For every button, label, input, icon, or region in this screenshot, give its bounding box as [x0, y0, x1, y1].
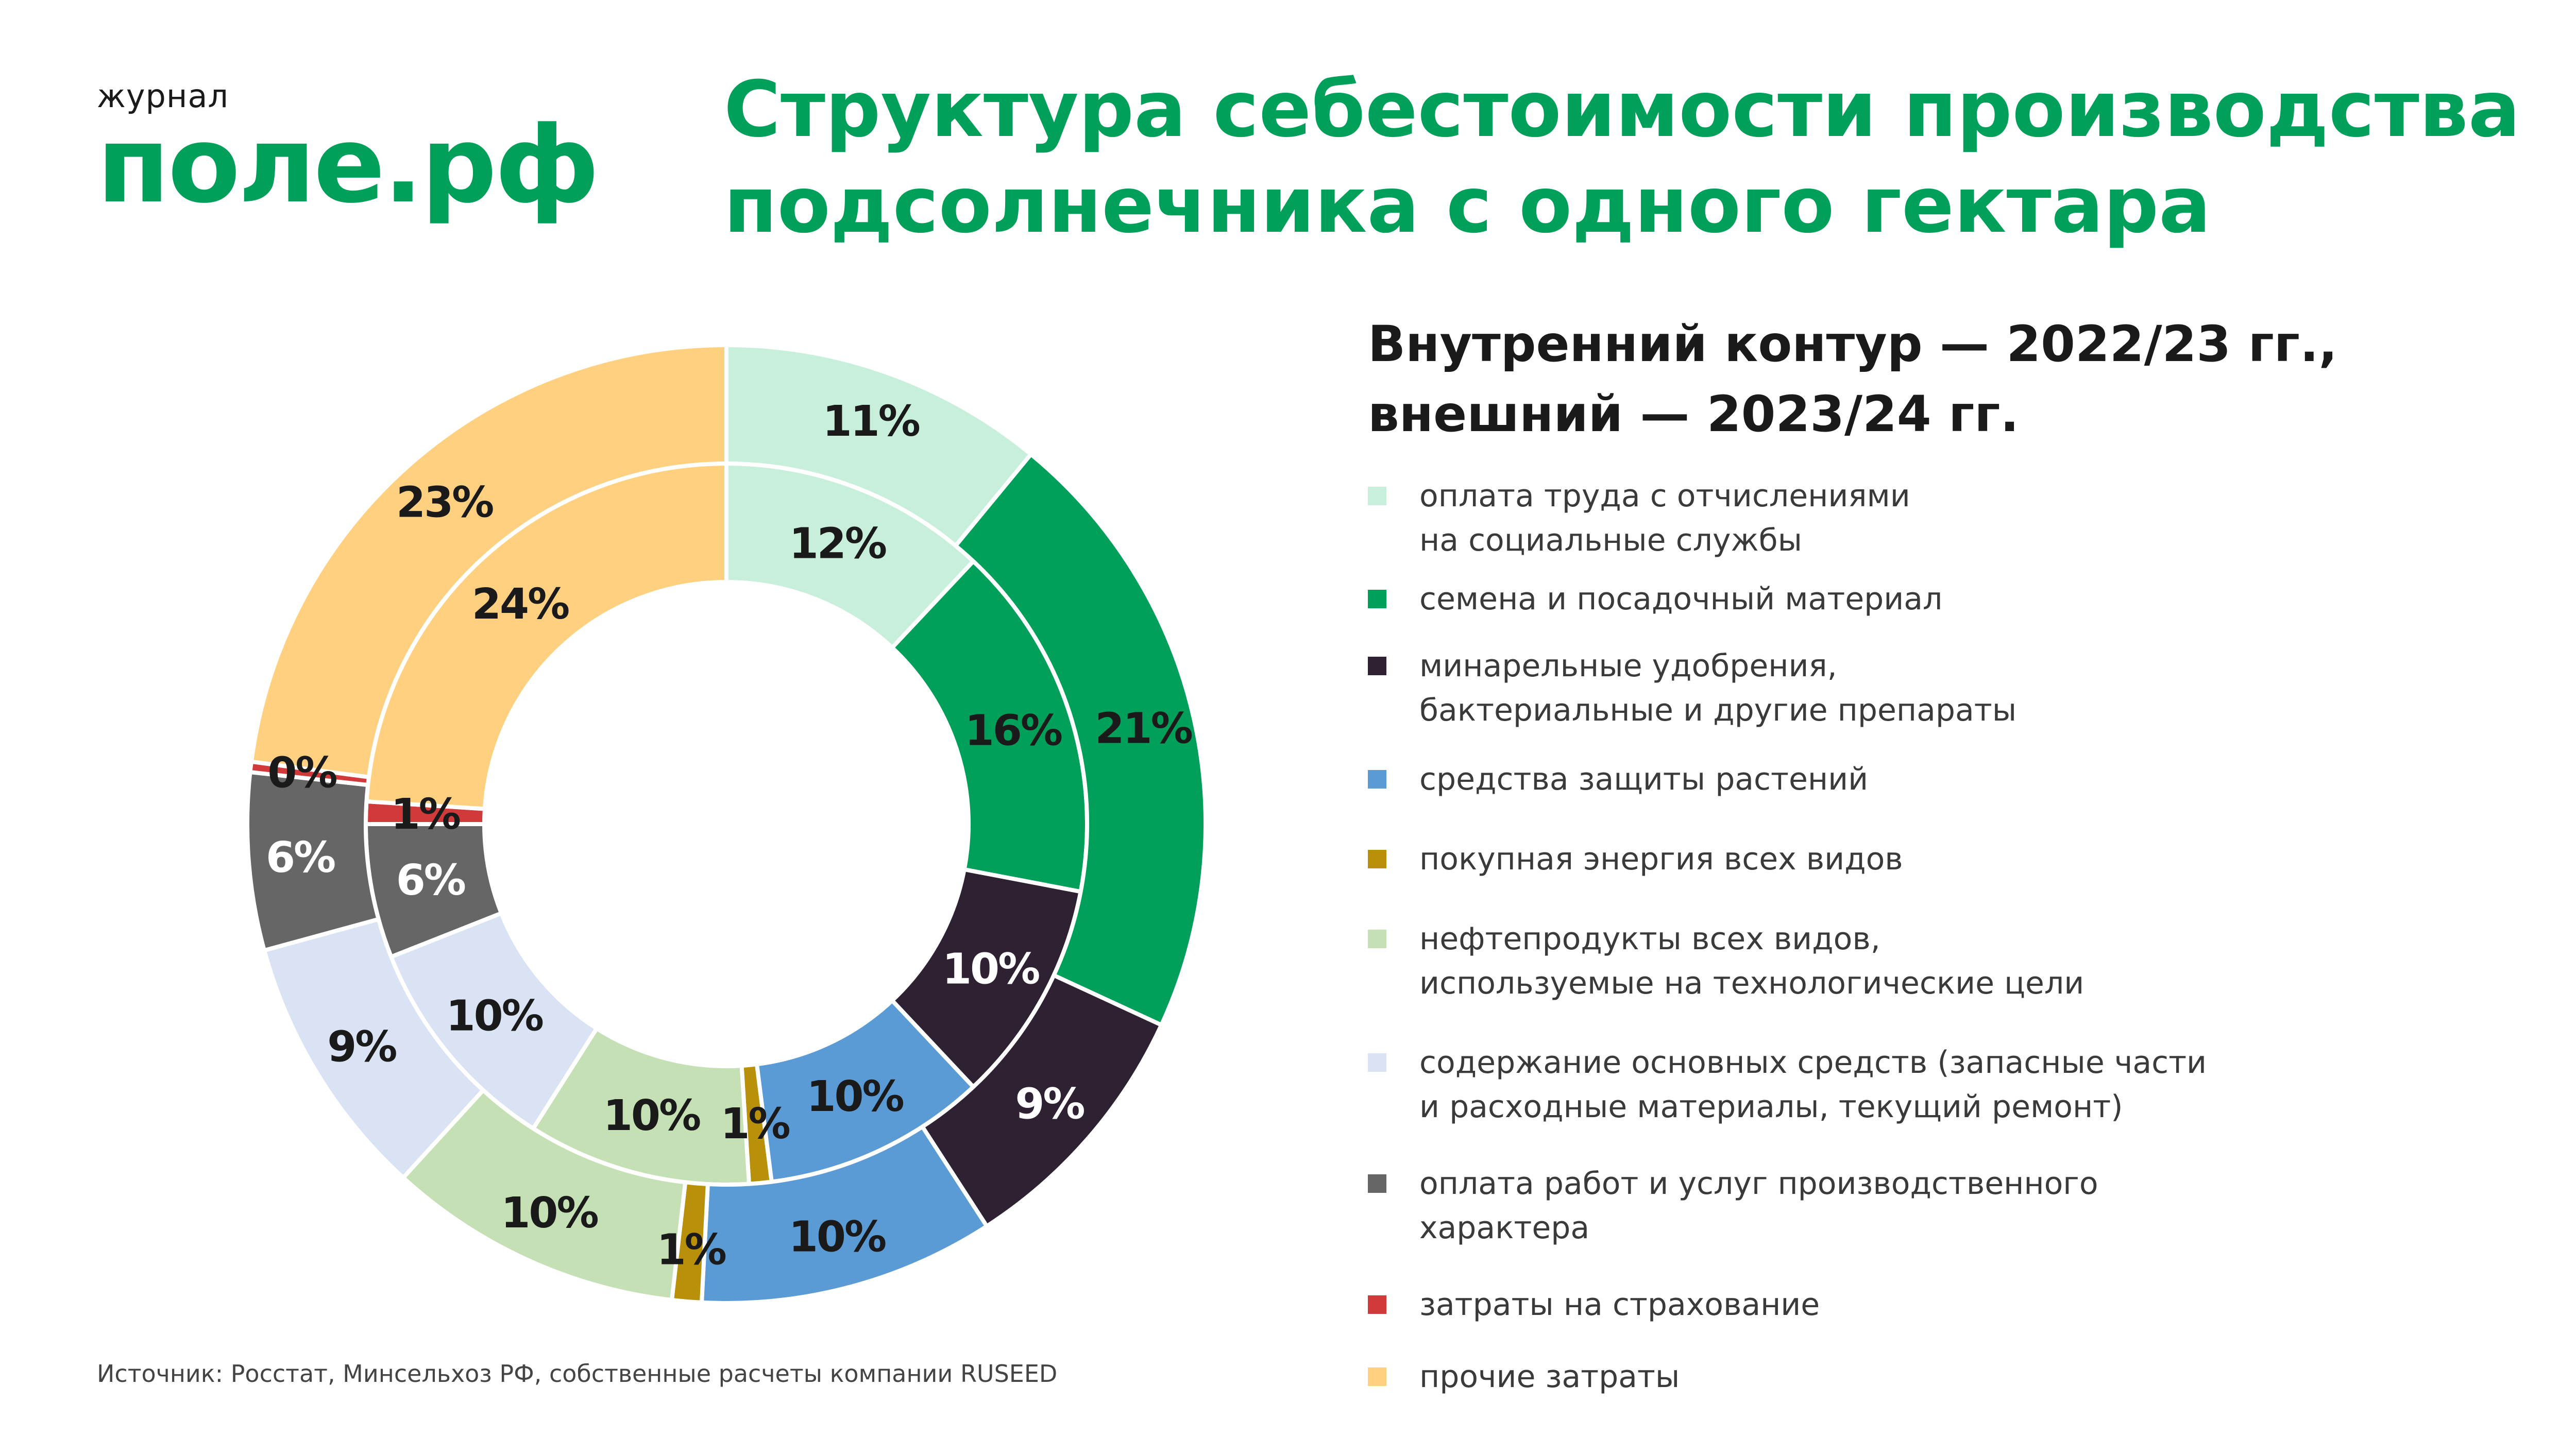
legend-swatch-6	[1368, 930, 1386, 948]
legend-swatch-10	[1368, 1367, 1386, 1386]
inner-ring-label-9: 1%	[391, 790, 460, 839]
legend-label-5: покупная энергия всех видов	[1419, 837, 1903, 881]
logo: журнал поле.рф	[97, 77, 600, 227]
outer-ring-label-9: 0%	[267, 748, 336, 797]
chart-title-line-1: Структура себестоимости производства	[724, 65, 2520, 155]
outer-ring-segment-10	[249, 343, 728, 780]
outer-ring-label-6: 10%	[501, 1189, 598, 1238]
chart-title-line-2: подсолнечника с одного гектара	[724, 161, 2211, 250]
legend-label-4: средства защиты растений	[1419, 757, 1868, 801]
legend-label-2: семена и посадочный материал	[1419, 577, 1942, 621]
source-note: Источник: Росстат, Минсельхоз РФ, собств…	[97, 1360, 1058, 1388]
legend-label-8-line-1: оплата работ и услуг производственного	[1419, 1166, 2098, 1202]
legend-label-6: нефтепродукты всех видов, используемые на…	[1419, 917, 2084, 1005]
legend-label-7-line-1: содержание основных средств (запасные ча…	[1419, 1045, 2207, 1081]
legend-swatch-9	[1368, 1295, 1386, 1314]
legend-swatch-8	[1368, 1174, 1386, 1193]
legend-title-line-2: внешний — 2023/24 гг.	[1368, 385, 2019, 443]
legend-label-2-line-1: семена и посадочный материал	[1419, 581, 1943, 617]
donut-chart: 12%16%10%10%1%10%10%6%1%24%11%21%9%10%1%…	[245, 343, 1208, 1305]
legend-label-3-line-1: минарельные удобрения,	[1419, 648, 1837, 684]
outer-ring-label-5: 1%	[657, 1226, 726, 1275]
legend-label-4-line-1: средства защиты растений	[1419, 761, 1869, 797]
legend-label-1-line-1: оплата труда с отчислениями	[1419, 478, 1910, 514]
inner-ring-label-7: 10%	[446, 991, 543, 1040]
outer-ring-label-1: 11%	[823, 397, 920, 446]
inner-ring-label-5: 1%	[720, 1100, 789, 1149]
inner-ring-label-3: 10%	[942, 945, 1039, 994]
logo-wordmark: поле.рф	[97, 104, 600, 227]
legend-label-3: минарельные удобрения, бактериальные и др…	[1419, 644, 2016, 732]
inner-ring-label-6: 10%	[603, 1091, 700, 1140]
legend-label-7-line-2: и расходные материалы, текущий ремонт)	[1419, 1089, 2123, 1125]
outer-ring-label-3: 9%	[1015, 1080, 1084, 1128]
legend-swatch-5	[1368, 850, 1386, 868]
legend-swatch-3	[1368, 657, 1386, 675]
inner-ring-label-1: 12%	[789, 520, 886, 569]
legend-label-3-line-2: бактериальные и другие препараты	[1419, 692, 2017, 728]
outer-ring-label-7: 9%	[327, 1022, 396, 1071]
legend-label-1-line-2: на социальные службы	[1419, 522, 1802, 558]
legend-label-8: оплата работ и услуг производственного ха…	[1419, 1161, 2098, 1250]
legend-label-5-line-1: покупная энергия всех видов	[1419, 841, 1903, 877]
legend-swatch-4	[1368, 770, 1386, 789]
logo-caption: журнал	[97, 77, 229, 115]
outer-ring-label-8: 6%	[266, 833, 335, 882]
outer-ring-label-4: 10%	[789, 1212, 886, 1261]
legend-label-9-line-1: затраты на страхование	[1419, 1287, 1820, 1323]
legend-label-6-line-1: нефтепродукты всех видов,	[1419, 921, 1880, 957]
outer-ring-label-2: 21%	[1095, 705, 1192, 754]
inner-ring-label-8: 6%	[396, 856, 465, 905]
legend-swatch-2	[1368, 590, 1386, 608]
legend-label-7: содержание основных средств (запасные ча…	[1419, 1040, 2207, 1129]
legend-title: Внутренний контур — 2022/23 гг., внешний…	[1368, 309, 2337, 449]
legend-label-9: затраты на страхование	[1419, 1282, 1820, 1327]
inner-ring-label-4: 10%	[806, 1072, 903, 1121]
legend-label-6-line-2: используемые на технологические цели	[1419, 965, 2084, 1001]
chart-title: Структура себестоимости производства под…	[724, 62, 2520, 253]
legend-label-10-line-1: прочие затраты	[1419, 1359, 1680, 1395]
legend-label-1: оплата труда с отчислениями на социальные…	[1419, 474, 1910, 562]
legend-swatch-7	[1368, 1053, 1386, 1072]
outer-ring-segment-2	[953, 451, 1208, 1028]
legend-swatch-1	[1368, 487, 1386, 505]
legend-label-10: прочие затраты	[1419, 1355, 1680, 1399]
legend-label-8-line-2: характера	[1419, 1210, 1590, 1246]
outer-ring-label-10: 23%	[396, 478, 493, 527]
legend-title-line-1: Внутренний контур — 2022/23 гг.,	[1368, 315, 2337, 373]
inner-ring-label-2: 16%	[965, 707, 1062, 756]
inner-ring-label-10: 24%	[472, 580, 569, 629]
